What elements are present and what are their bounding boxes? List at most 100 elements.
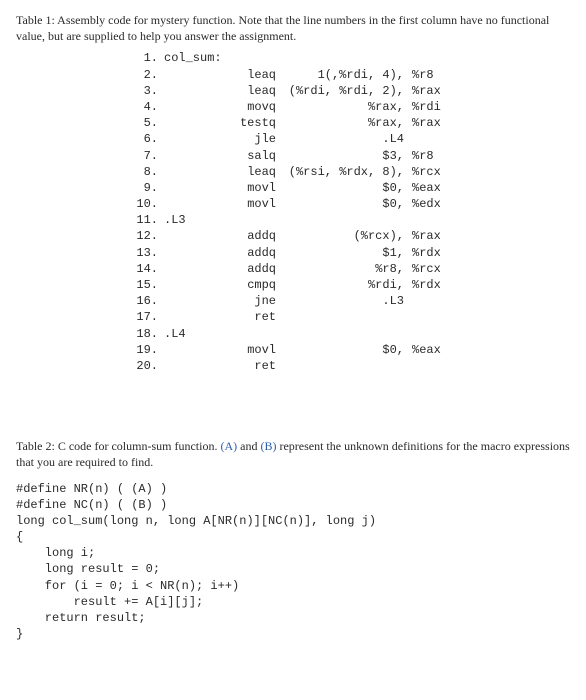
asm-cell-c2: jle <box>226 131 284 147</box>
c-code-block: #define NR(n) ( (A) )#define NC(n) ( (B)… <box>16 481 570 643</box>
asm-cell-ln: 4. <box>126 99 164 115</box>
asm-row: 13.addq$1,%rdx <box>126 245 570 261</box>
asm-cell-c3: (%rdi, %rdi, 2), <box>284 83 412 99</box>
asm-cell-c4: %r8 <box>412 148 458 164</box>
code-line: for (i = 0; i < NR(n); i++) <box>16 578 570 594</box>
asm-cell-c2: jne <box>226 293 284 309</box>
asm-cell-c2: movl <box>226 342 284 358</box>
asm-row: 5.testq%rax,%rax <box>126 115 570 131</box>
code-line: long col_sum(long n, long A[NR(n)][NC(n)… <box>16 513 570 529</box>
asm-cell-c1 <box>164 148 226 164</box>
asm-cell-ln: 16. <box>126 293 164 309</box>
asm-cell-ln: 20. <box>126 358 164 374</box>
asm-cell-ln: 6. <box>126 131 164 147</box>
asm-cell-c4: %rax <box>412 228 458 244</box>
asm-row: 19. movl$0,%eax <box>126 342 570 358</box>
asm-cell-c4: %rax <box>412 83 458 99</box>
asm-cell-c1: col_sum: <box>164 50 226 66</box>
caption2-a: (A) <box>220 439 237 453</box>
asm-cell-c4 <box>412 212 458 228</box>
asm-row: 12. addq(%rcx),%rax <box>126 228 570 244</box>
code-line: #define NC(n) ( (B) ) <box>16 497 570 513</box>
asm-cell-c2: addq <box>226 228 284 244</box>
asm-row: 15.cmpq%rdi,%rdx <box>126 277 570 293</box>
asm-cell-c4 <box>412 309 458 325</box>
asm-cell-c4: %eax <box>412 180 458 196</box>
asm-row: 16. jne.L3 <box>126 293 570 309</box>
asm-cell-c1 <box>164 245 226 261</box>
asm-cell-c4: %eax <box>412 342 458 358</box>
code-line: long i; <box>16 545 570 561</box>
asm-row: 8.leaq(%rsi, %rdx, 8),%rcx <box>126 164 570 180</box>
asm-cell-c2: ret <box>226 309 284 325</box>
asm-cell-ln: 19. <box>126 342 164 358</box>
asm-cell-c4 <box>412 50 458 66</box>
asm-cell-ln: 14. <box>126 261 164 277</box>
asm-cell-c3: $0, <box>284 180 412 196</box>
asm-cell-c1 <box>164 342 226 358</box>
asm-cell-c3: .L3 <box>284 293 412 309</box>
asm-cell-ln: 15. <box>126 277 164 293</box>
asm-cell-c2: leaq <box>226 67 284 83</box>
asm-cell-c2: movl <box>226 196 284 212</box>
code-line: result += A[i][j]; <box>16 594 570 610</box>
asm-cell-c2: movl <box>226 180 284 196</box>
asm-cell-c1 <box>164 261 226 277</box>
asm-row: 4.movq%rax,%rdi <box>126 99 570 115</box>
asm-row: 9. movl$0,%eax <box>126 180 570 196</box>
asm-cell-c1 <box>164 67 226 83</box>
asm-cell-c1 <box>164 164 226 180</box>
asm-cell-c1 <box>164 115 226 131</box>
asm-cell-c3: %rax, <box>284 99 412 115</box>
asm-cell-c1 <box>164 309 226 325</box>
asm-cell-c3: $0, <box>284 342 412 358</box>
asm-cell-c1 <box>164 196 226 212</box>
table1-caption: Table 1: Assembly code for mystery funct… <box>16 12 570 44</box>
asm-cell-c4: %rdx <box>412 245 458 261</box>
asm-cell-c3: 1(,%rdi, 4), <box>284 67 412 83</box>
asm-row: 20.ret <box>126 358 570 374</box>
asm-cell-c3: %r8, <box>284 261 412 277</box>
asm-cell-c1: .L4 <box>164 326 226 342</box>
assembly-table: 1.col_sum:2.leaq1(,%rdi, 4),%r83.leaq(%r… <box>126 50 570 374</box>
asm-cell-c3 <box>284 50 412 66</box>
asm-cell-ln: 5. <box>126 115 164 131</box>
asm-cell-c3: (%rcx), <box>284 228 412 244</box>
asm-row: 11..L3 <box>126 212 570 228</box>
asm-cell-ln: 3. <box>126 83 164 99</box>
asm-cell-c2: leaq <box>226 164 284 180</box>
asm-row: 17. ret <box>126 309 570 325</box>
asm-cell-c4: %rdx <box>412 277 458 293</box>
caption2-b: (B) <box>260 439 276 453</box>
asm-cell-c3: $1, <box>284 245 412 261</box>
asm-cell-c2 <box>226 212 284 228</box>
asm-cell-c4: %r8 <box>412 67 458 83</box>
asm-cell-c2: salq <box>226 148 284 164</box>
asm-cell-c2: leaq <box>226 83 284 99</box>
asm-cell-ln: 13. <box>126 245 164 261</box>
code-line: #define NR(n) ( (A) ) <box>16 481 570 497</box>
asm-cell-c2: addq <box>226 261 284 277</box>
asm-cell-c4: %rcx <box>412 261 458 277</box>
asm-cell-ln: 10. <box>126 196 164 212</box>
code-line: { <box>16 529 570 545</box>
code-line: return result; <box>16 610 570 626</box>
asm-row: 10.movl$0,%edx <box>126 196 570 212</box>
asm-row: 3. leaq(%rdi, %rdi, 2),%rax <box>126 83 570 99</box>
asm-cell-c4: %rax <box>412 115 458 131</box>
asm-cell-c2: movq <box>226 99 284 115</box>
asm-row: 7.salq$3,%r8 <box>126 148 570 164</box>
asm-cell-c1 <box>164 358 226 374</box>
asm-cell-c3 <box>284 358 412 374</box>
asm-cell-ln: 18. <box>126 326 164 342</box>
asm-row: 18..L4 <box>126 326 570 342</box>
asm-cell-c4 <box>412 326 458 342</box>
asm-cell-c3: %rdi, <box>284 277 412 293</box>
asm-cell-c4 <box>412 131 458 147</box>
asm-cell-c3: $0, <box>284 196 412 212</box>
asm-cell-ln: 9. <box>126 180 164 196</box>
asm-cell-c4 <box>412 293 458 309</box>
asm-cell-c1 <box>164 131 226 147</box>
asm-cell-ln: 17. <box>126 309 164 325</box>
asm-cell-ln: 12. <box>126 228 164 244</box>
